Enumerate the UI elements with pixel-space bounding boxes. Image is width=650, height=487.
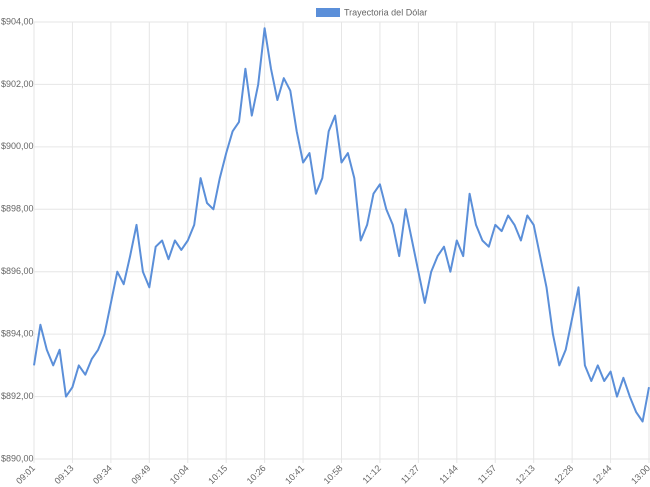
x-tick-label: 12:13	[514, 463, 537, 486]
y-tick-label: $892,00	[1, 391, 34, 401]
x-tick-label: 11:44	[437, 463, 460, 486]
y-tick-label: $896,00	[1, 266, 34, 276]
x-tick-label: 11:12	[361, 463, 384, 486]
legend-swatch	[316, 8, 340, 17]
x-tick-label: 11:27	[399, 463, 422, 486]
x-tick-label: 09:34	[91, 463, 114, 486]
x-tick-label: 10:15	[206, 463, 229, 486]
data-line	[33, 27, 650, 423]
x-tick-label: 10:41	[283, 463, 306, 486]
y-tick-label: $894,00	[1, 329, 34, 339]
x-tick-label: 12:28	[552, 463, 575, 486]
x-tick-label: 09:49	[129, 463, 152, 486]
x-tick-label: 09:01	[14, 463, 37, 486]
y-tick-label: $900,00	[1, 141, 34, 151]
legend-label: Trayectoria del Dólar	[344, 7, 427, 17]
x-tick-label: 10:58	[322, 463, 345, 486]
x-tick-label: 11:57	[476, 463, 499, 486]
y-tick-label: $898,00	[1, 204, 34, 214]
y-tick-label: $904,00	[1, 16, 34, 26]
y-tick-label: $890,00	[1, 453, 34, 463]
y-tick-label: $902,00	[1, 79, 34, 89]
x-tick-label: 09:13	[53, 463, 76, 486]
x-tick-label: 12:44	[591, 463, 614, 486]
x-tick-label: 10:26	[245, 463, 268, 486]
x-tick-label: 10:04	[168, 463, 191, 486]
x-tick-label: 13:00	[629, 463, 650, 486]
